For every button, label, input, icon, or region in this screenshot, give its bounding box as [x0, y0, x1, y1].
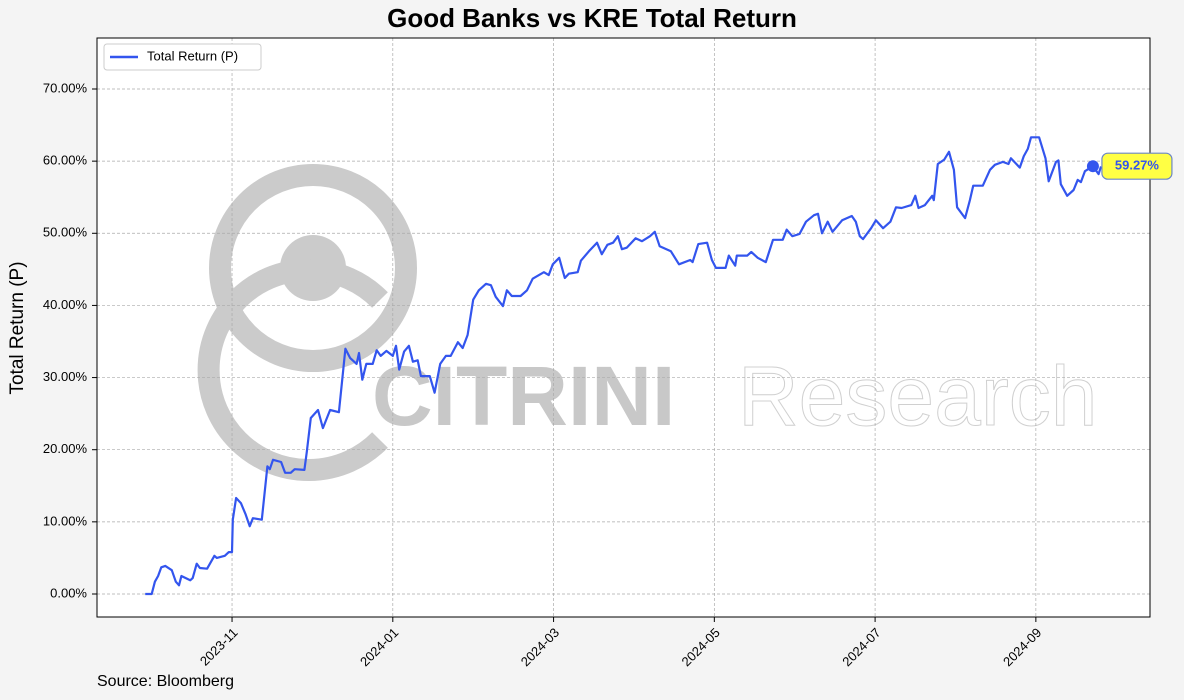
watermark-suffix: Research — [738, 349, 1098, 443]
legend-label: Total Return (P) — [147, 48, 238, 63]
legend-box — [103, 43, 262, 71]
y-tick-label: 40.00% — [43, 297, 88, 312]
x-tick-label: 2024-07 — [839, 625, 883, 669]
x-tick-label: 2024-01 — [357, 625, 401, 669]
x-tick-label: 2024-09 — [1000, 625, 1044, 669]
y-tick-label: 30.00% — [43, 369, 88, 384]
value-label: 59.27% — [1115, 158, 1160, 173]
last-point — [1086, 160, 1099, 173]
y-tick-label: 50.00% — [43, 225, 88, 240]
line — [145, 136, 1103, 596]
source-note: Source: Bloomberg — [97, 673, 234, 690]
value-label-box — [1101, 152, 1173, 180]
series — [145, 136, 1103, 596]
y-axis-label: Total Return (P) — [7, 261, 28, 394]
watermark-brand: CITRINI — [372, 349, 675, 443]
chart-title: Good Banks vs KRE Total Return — [387, 3, 797, 33]
y-tick-label: 0.00% — [50, 585, 87, 600]
y-tick-label: 60.00% — [43, 153, 88, 168]
watermark-ring — [209, 164, 417, 372]
x-tick-label: 2024-03 — [518, 625, 562, 669]
watermark-arc — [197, 259, 388, 481]
x-tick-label: 2023-11 — [197, 625, 241, 669]
grid — [97, 38, 1150, 617]
y-tick-label: 10.00% — [43, 513, 88, 528]
watermark — [197, 164, 417, 481]
y-tick-label: 20.00% — [43, 441, 88, 456]
plot-frame — [96, 37, 1151, 618]
x-tick-label: 2024-05 — [679, 625, 723, 669]
plot-area — [97, 38, 1150, 617]
y-tick-label: 70.00% — [43, 80, 88, 95]
